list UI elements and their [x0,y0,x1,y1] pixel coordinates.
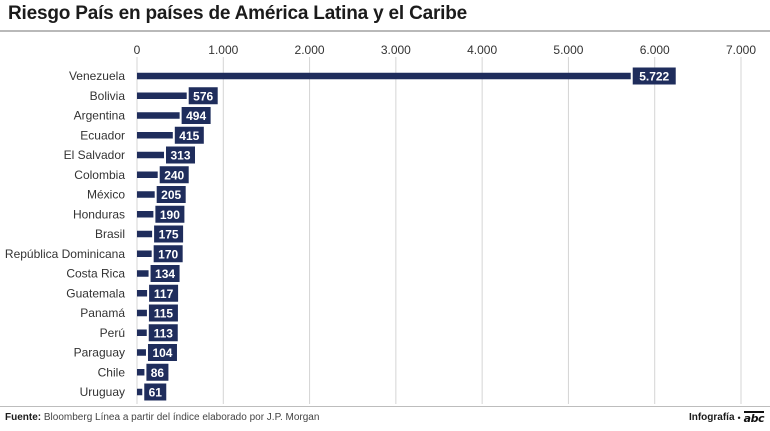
category-label: Panamá [80,306,125,320]
value-label-box [148,324,178,342]
x-tick-label: 0 [134,43,141,57]
bar [137,270,149,277]
bar [137,388,143,396]
chart-title: Riesgo País en países de América Latina … [8,3,468,24]
bar [137,151,165,159]
bar [137,171,158,178]
credit-separator: • [737,412,741,423]
credit-label: Infografía [688,412,735,423]
category-label: El Salvador [64,148,125,162]
value-label: 86 [151,366,165,380]
value-label: 134 [155,267,175,281]
category-label: Ecuador [80,128,125,142]
category-label: Colombia [74,168,125,182]
value-label: 104 [152,346,172,360]
bar [137,132,173,139]
footer-divider [0,406,770,407]
value-label: 115 [154,307,174,321]
category-label: Costa Rica [66,267,125,281]
category-label: Honduras [73,207,125,221]
category-label: Venezuela [69,69,125,83]
x-tick-label: 3.000 [381,43,411,57]
value-label-box [148,304,178,322]
value-label-box [166,146,196,164]
source-note: Fuente: Bloomberg Línea a partir del índ… [5,412,319,423]
value-label: 205 [161,188,181,202]
category-label: Bolivia [90,89,126,103]
value-label: 494 [186,109,206,123]
category-label: Chile [98,365,126,379]
category-label: Paraguay [74,346,125,360]
value-label: 5.722 [639,70,669,84]
value-label-box [159,166,189,184]
value-label: 415 [179,129,199,143]
value-label: 313 [170,149,190,163]
value-label-box [144,383,167,401]
x-tick-label: 1.000 [208,43,238,57]
x-tick-label: 2.000 [295,43,325,57]
x-tick-label: 6.000 [640,43,670,57]
brand-logo: abc [743,411,765,425]
source-label: Fuente: [5,412,42,423]
x-tick-label: 5.000 [553,43,583,57]
value-label-box [632,67,676,85]
bar [137,250,152,257]
value-label-box [174,126,204,144]
x-tick-label: 7.000 [726,43,756,57]
category-label: México [87,188,125,202]
value-label: 117 [154,287,174,301]
source-text: Bloomberg Línea a partir del índice elab… [43,412,320,423]
value-label-box [181,107,211,124]
category-label: Brasil [95,227,125,241]
value-label: 170 [158,247,178,261]
bar [137,211,154,218]
value-label-box [147,344,177,361]
bar [137,329,147,336]
bar [137,191,155,198]
bar [137,112,180,119]
title-divider [0,30,770,32]
bar [137,290,148,297]
value-label-box [150,265,180,282]
credit-line: Infografía • abc [688,411,765,425]
value-label-box [153,245,183,263]
value-label: 113 [154,326,174,340]
value-label: 190 [160,208,180,222]
bar [137,230,153,238]
category-label: Guatemala [66,286,125,300]
category-label: República Dominicana [5,247,125,261]
bar [137,92,187,99]
category-label: Perú [100,326,125,340]
value-label: 175 [159,228,179,242]
value-label-box [146,363,169,381]
value-label-box [156,186,186,203]
category-label: Argentina [74,109,126,123]
value-label: 576 [193,89,213,103]
value-label-box [188,87,218,105]
value-label-box [149,284,179,302]
value-label: 61 [149,386,163,400]
bar [137,309,147,317]
bar [137,369,145,376]
value-label: 240 [164,168,184,182]
bar [137,72,631,80]
bar [137,349,146,356]
value-label-box [154,225,184,243]
x-tick-label: 4.000 [467,43,497,57]
value-label-box [155,205,185,223]
category-label: Uruguay [80,385,125,399]
